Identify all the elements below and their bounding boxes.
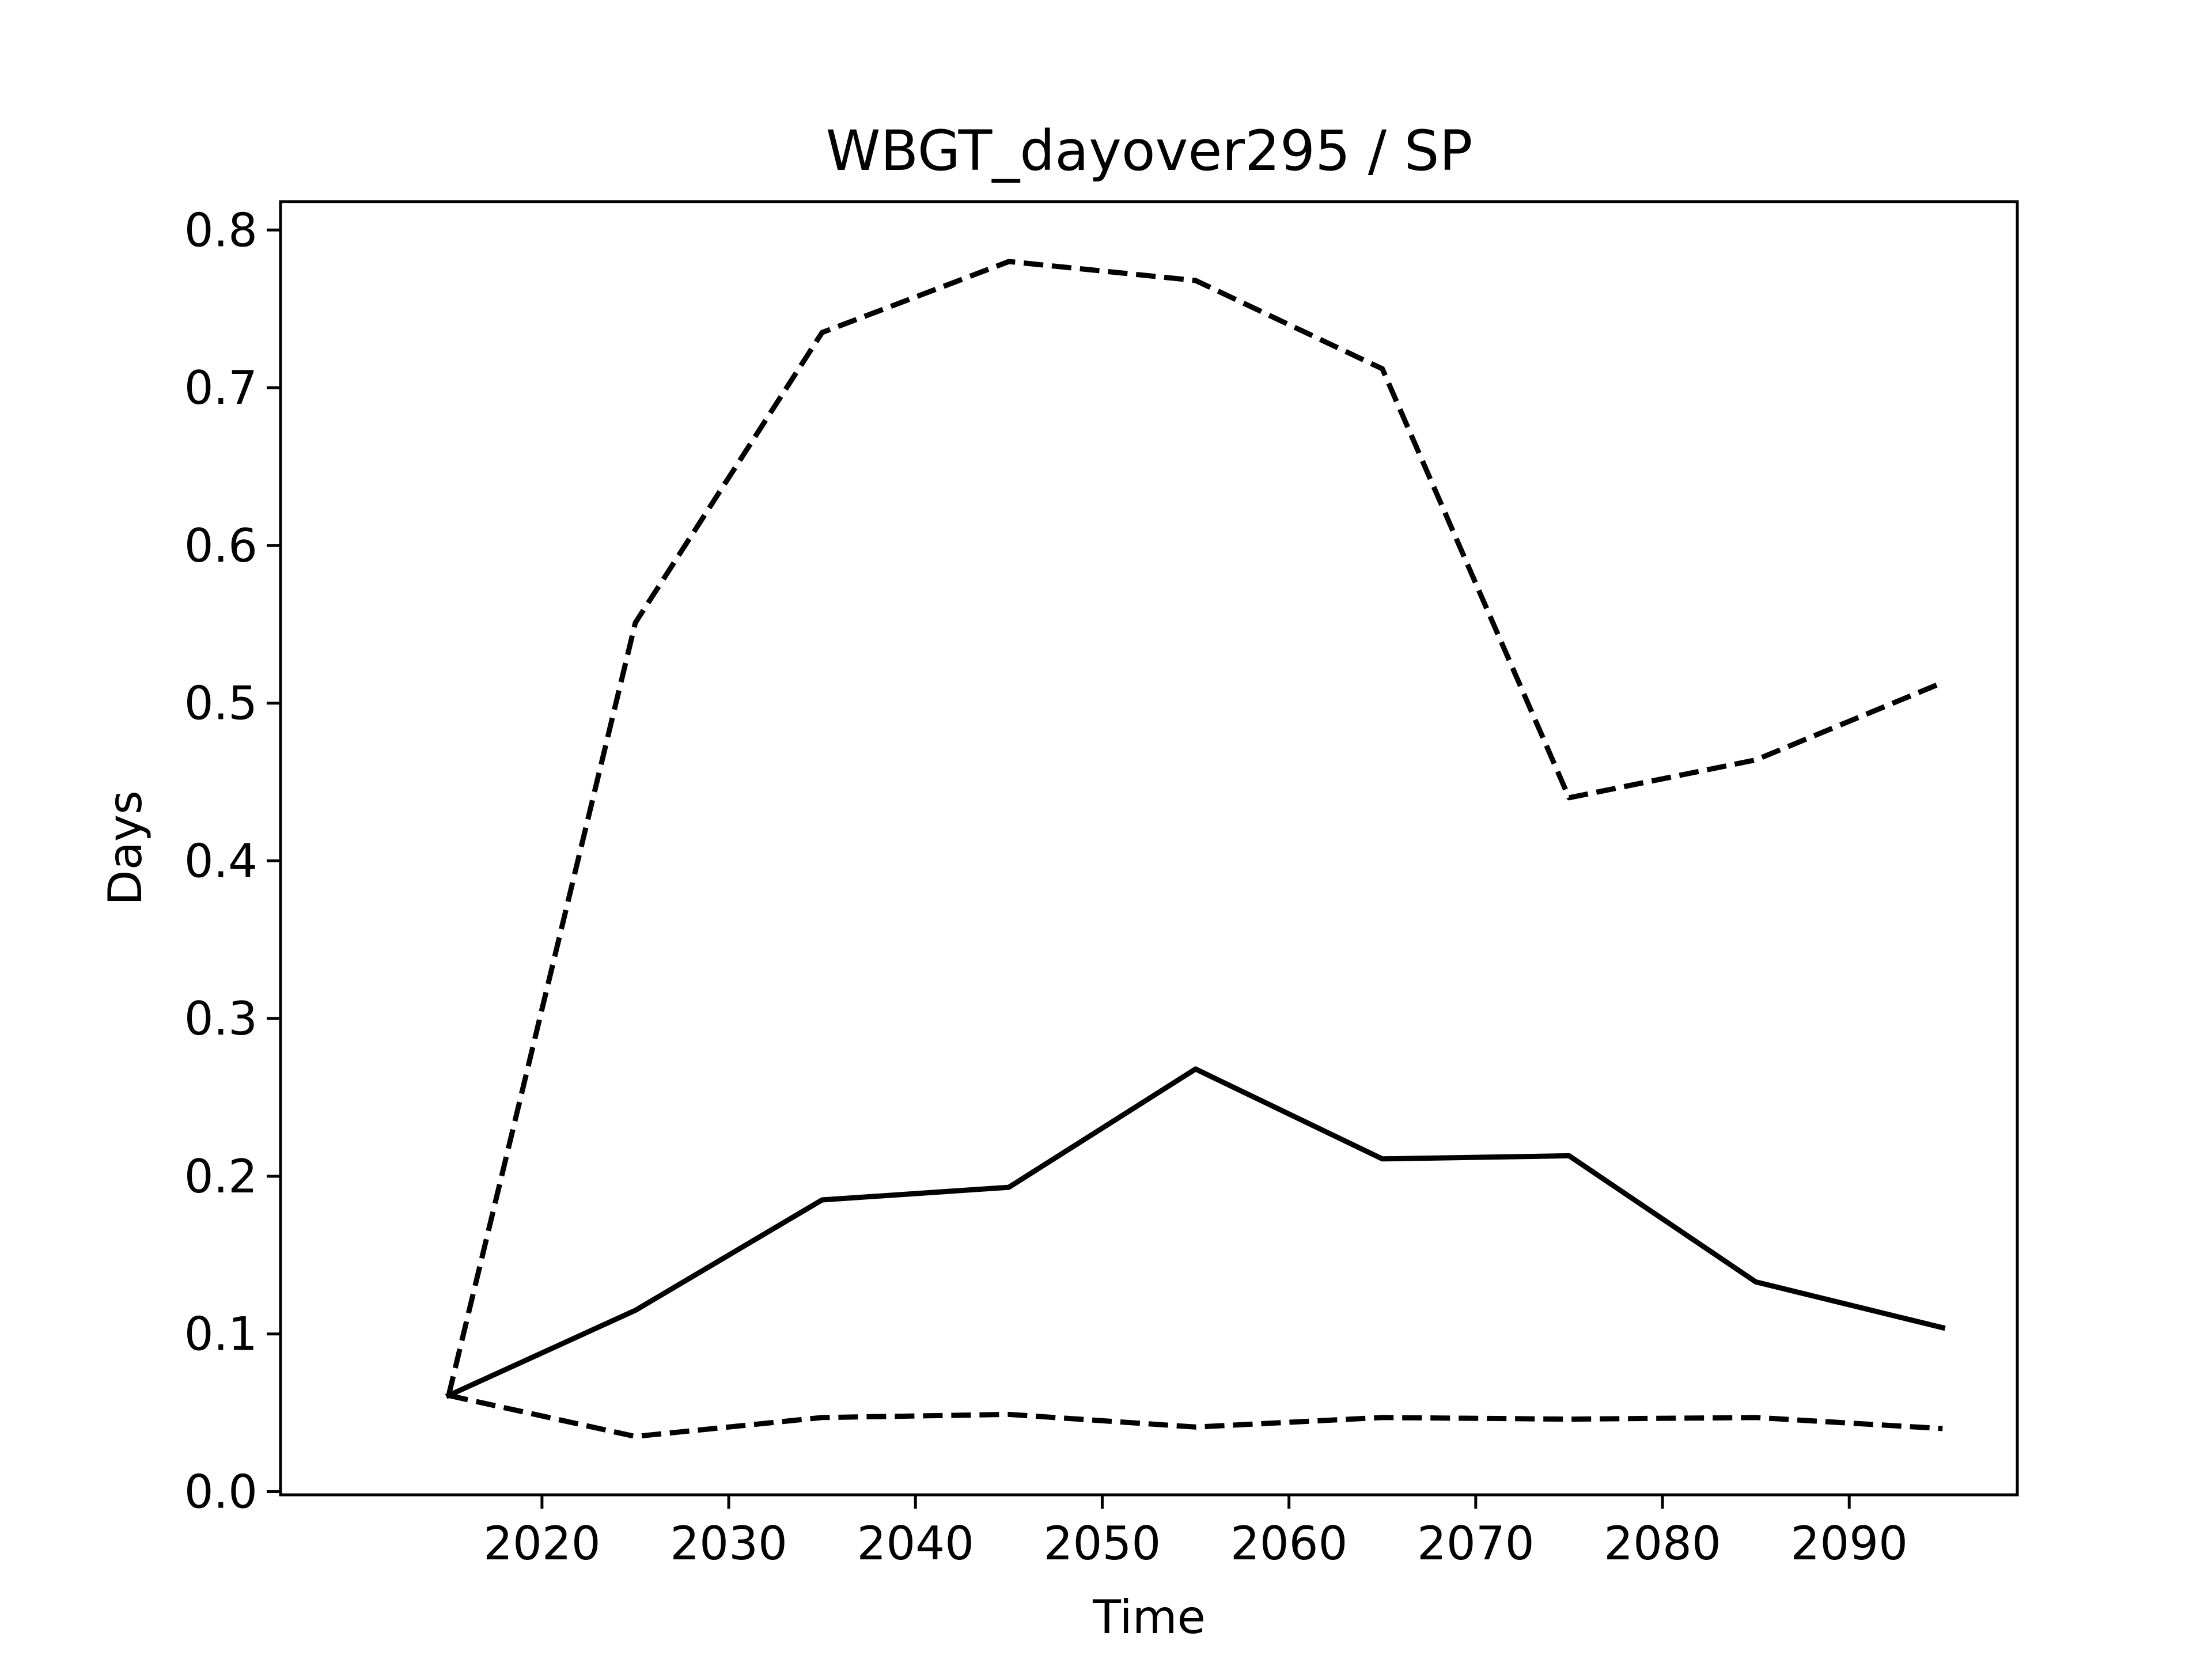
- y-tick-label: 0.1: [184, 1308, 257, 1361]
- series-layer: [445, 259, 1946, 1440]
- y-tick-label: 0.8: [184, 203, 257, 257]
- x-tick-label: 2070: [1417, 1517, 1535, 1570]
- x-tick-label: 2050: [1044, 1517, 1161, 1570]
- x-tick-label: 2090: [1790, 1517, 1908, 1570]
- y-tick-label: 0.5: [184, 677, 257, 730]
- x-tick-label: 2060: [1230, 1517, 1348, 1570]
- series-lower-dashed-line: [448, 1393, 1943, 1440]
- y-tick-label: 0.7: [184, 361, 257, 415]
- y-axis-label: Days: [99, 790, 152, 906]
- series-mean-solid-line: [445, 1066, 1946, 1399]
- y-tick-label: 0.6: [184, 519, 257, 573]
- plot-area-frame: [279, 200, 2019, 1497]
- series-upper-dashed-line: [446, 259, 1944, 1396]
- y-tick-label: 0.0: [184, 1465, 257, 1519]
- chart-title: WBGT_dayover295 / SP: [826, 119, 1473, 183]
- x-tick-label: 2080: [1604, 1517, 1721, 1570]
- y-tick-label: 0.2: [184, 1150, 257, 1203]
- x-tick-label: 2030: [670, 1517, 787, 1570]
- x-tick-label: 2040: [857, 1517, 974, 1570]
- y-tick-label: 0.3: [184, 992, 257, 1046]
- x-axis-label: Time: [1092, 1590, 1206, 1644]
- y-tick-label: 0.4: [184, 834, 257, 888]
- ticks-layer: 2020 2030 2040 2050 2060 2070 2080 2090 0.0 0.1 0.…: [184, 203, 1908, 1570]
- x-tick-label: 2020: [483, 1517, 601, 1570]
